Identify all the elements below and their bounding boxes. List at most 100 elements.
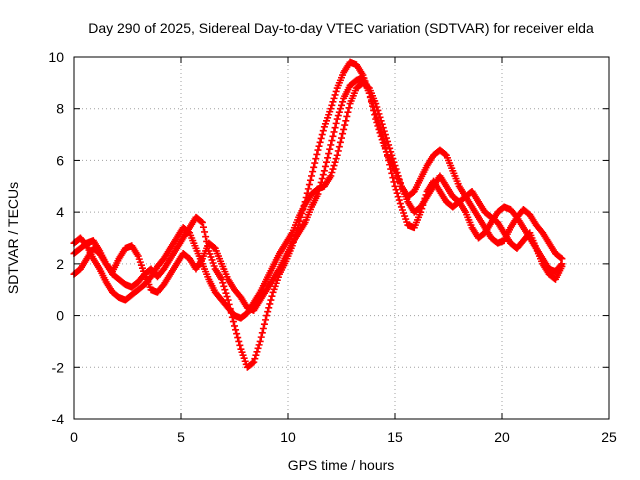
data-point (558, 255, 566, 263)
data-point (334, 147, 342, 155)
data-points (70, 58, 566, 371)
data-point (263, 312, 271, 320)
data-point (371, 111, 379, 119)
data-point (377, 117, 385, 125)
series-track-b (70, 74, 566, 314)
data-point (249, 359, 257, 367)
data-point (339, 130, 347, 138)
data-point (321, 162, 329, 170)
data-point (389, 174, 397, 182)
plot-frame (73, 56, 610, 420)
data-point (328, 101, 336, 109)
data-point (390, 158, 398, 166)
data-point (333, 151, 341, 159)
data-point (202, 233, 210, 241)
data-point (304, 185, 312, 193)
y-tick-label: 6 (56, 152, 64, 168)
y-tick-label: 4 (56, 204, 64, 220)
data-point (234, 334, 242, 342)
data-point (251, 355, 259, 363)
data-point (254, 344, 262, 352)
data-point (319, 127, 327, 135)
data-point (380, 127, 388, 135)
data-point (317, 134, 325, 142)
data-point (339, 98, 347, 106)
data-point (327, 141, 335, 149)
data-point (388, 151, 396, 159)
data-point (393, 168, 401, 176)
data-point (376, 129, 384, 137)
data-point (309, 168, 317, 176)
data-point (328, 168, 336, 176)
x-tick-label: 25 (601, 429, 617, 445)
data-point (372, 100, 380, 108)
data-point (199, 223, 207, 231)
data-point (253, 348, 261, 356)
data-point (201, 228, 209, 236)
data-point (262, 316, 270, 324)
data-point (252, 351, 260, 359)
data-point (264, 308, 272, 316)
y-tick-label: 0 (56, 308, 64, 324)
data-point (223, 293, 231, 301)
data-point (229, 318, 237, 326)
x-tick-label: 0 (70, 429, 78, 445)
data-point (336, 105, 344, 113)
data-point (391, 182, 399, 190)
data-point (343, 112, 351, 120)
y-tick-label: -2 (52, 359, 65, 375)
data-point (219, 279, 227, 287)
data-point (558, 262, 566, 270)
data-point (327, 105, 335, 113)
data-point (557, 254, 565, 262)
data-point (220, 282, 228, 290)
data-point (326, 145, 334, 153)
data-point (389, 155, 397, 163)
x-tick-label: 10 (280, 429, 296, 445)
data-point (395, 196, 403, 204)
data-point (385, 141, 393, 149)
data-point (308, 172, 316, 180)
data-point (394, 193, 402, 201)
data-point (197, 218, 205, 226)
data-point (336, 138, 344, 146)
data-point (382, 134, 390, 142)
data-point (341, 121, 349, 129)
data-point (323, 158, 331, 166)
data-point (327, 172, 335, 180)
data-point (266, 300, 274, 308)
data-point (233, 330, 241, 338)
data-point (324, 154, 332, 162)
data-point (373, 119, 381, 127)
data-point (224, 296, 232, 304)
data-point (387, 148, 395, 156)
data-point (392, 186, 400, 194)
data-point (392, 165, 400, 173)
data-point (319, 171, 327, 179)
x-tick-label: 15 (387, 429, 403, 445)
data-point (335, 108, 343, 116)
y-axis-label: SDTVAR / TECUs (5, 182, 21, 294)
data-point (384, 137, 392, 145)
y-tick-label: 2 (56, 256, 64, 272)
data-point (375, 125, 383, 133)
data-point (338, 101, 345, 109)
data-point (198, 218, 206, 226)
x-tick-label: 5 (177, 429, 185, 445)
data-point (320, 167, 328, 175)
y-tick-label: -4 (52, 411, 65, 427)
data-point (333, 115, 341, 123)
data-point (256, 337, 264, 345)
data-point (267, 296, 275, 304)
data-point (340, 125, 348, 133)
series-track-c (70, 79, 566, 322)
data-point (313, 150, 321, 158)
data-point (329, 98, 337, 106)
data-point (258, 329, 266, 337)
data-point (318, 175, 326, 183)
data-point (265, 304, 273, 312)
data-point (374, 106, 382, 114)
data-point (335, 143, 343, 151)
data-point (378, 120, 386, 128)
